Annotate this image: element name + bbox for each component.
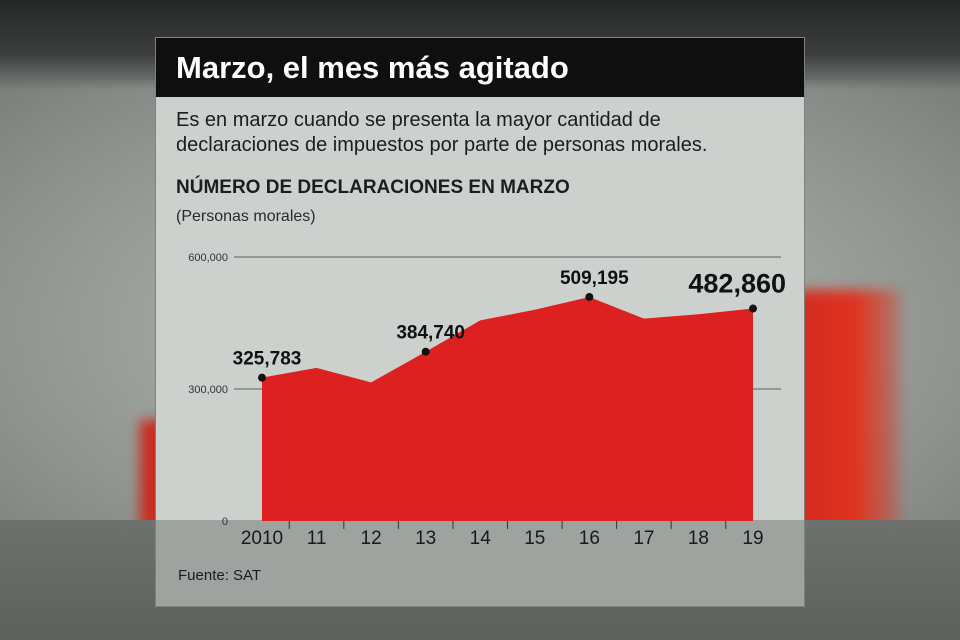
- x-tick-label: 14: [470, 528, 492, 549]
- x-tick-label: 2010: [241, 528, 283, 549]
- axis-band: [156, 520, 804, 606]
- y-tick-label: 0: [222, 516, 228, 528]
- x-tick-label: 17: [633, 528, 654, 549]
- area-series: [262, 296, 753, 521]
- x-tick-label: 15: [524, 528, 545, 549]
- area-chart: 0 300,000 600,000 2010 11 12 13 14 15 16 17 18 19 325…: [188, 252, 786, 549]
- chart-title: NÚMERO DE DECLARACIONES EN MARZO: [176, 177, 570, 198]
- x-tick-label: 11: [307, 528, 327, 549]
- infographic-description: Es en marzo cuando se presenta la mayor …: [176, 109, 708, 156]
- x-tick-label: 18: [688, 528, 709, 549]
- y-tick-label: 600,000: [188, 252, 228, 264]
- data-point-marker: [585, 292, 594, 301]
- data-point-marker: [258, 373, 266, 382]
- data-point-marker: [749, 304, 757, 313]
- y-tick-label: 300,000: [188, 384, 228, 396]
- data-label: 482,860: [688, 269, 786, 299]
- source-note: Fuente: SAT: [178, 567, 262, 584]
- infographic-card: Marzo, el mes más agitado Es en marzo cu…: [156, 38, 804, 606]
- infographic-title: Marzo, el mes más agitado: [156, 38, 804, 97]
- data-label: 325,783: [233, 349, 302, 370]
- x-tick-label: 12: [361, 528, 382, 549]
- chart-subtitle: (Personas morales): [176, 208, 316, 225]
- data-label: 509,195: [560, 268, 629, 289]
- x-tick-label: 16: [579, 528, 600, 549]
- x-tick-label: 13: [415, 528, 436, 549]
- data-label: 384,740: [396, 323, 465, 344]
- data-point-marker: [421, 347, 430, 356]
- x-tick-label: 19: [742, 528, 763, 549]
